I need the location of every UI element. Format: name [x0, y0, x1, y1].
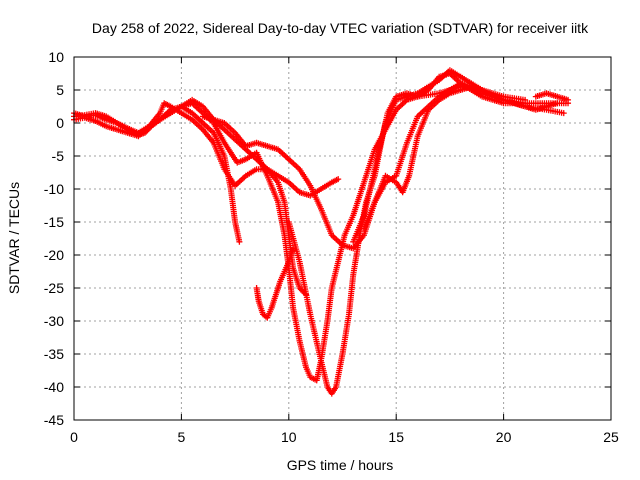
- y-tick-label: -35: [44, 346, 64, 362]
- data-point: [554, 100, 561, 107]
- y-tick-label: 5: [56, 82, 64, 98]
- plot-frame: [73, 56, 612, 421]
- series-arc-3: [71, 80, 572, 252]
- y-tick-label: 10: [48, 49, 64, 65]
- data-point: [335, 176, 342, 183]
- y-tick-label: -15: [44, 214, 64, 230]
- data-point: [565, 96, 572, 103]
- x-tick-label: 10: [281, 429, 297, 445]
- x-tick-label: 15: [388, 429, 404, 445]
- y-axis-label: SDTVAR / TECUs: [6, 182, 22, 294]
- series-arc-10: [350, 67, 529, 245]
- series-arc-9: [532, 90, 572, 103]
- y-tick-label: 0: [56, 115, 64, 131]
- data-point: [522, 96, 529, 103]
- chart-title: Day 258 of 2022, Sidereal Day-to-day VTE…: [92, 20, 589, 36]
- x-tick-label: 0: [70, 429, 78, 445]
- grid-lines: [74, 57, 611, 420]
- data-points: [71, 67, 572, 397]
- x-tick-label: 20: [496, 429, 512, 445]
- y-tick-label: -25: [44, 280, 64, 296]
- data-point: [236, 238, 243, 245]
- series-arc-5: [199, 113, 309, 298]
- y-axis-ticks: 10 5 0 -5 -10 -15 -20 -25 -30 -35 -40 -45: [44, 49, 611, 428]
- x-axis-label: GPS time / hours: [287, 457, 394, 473]
- series-arc-6: [253, 245, 297, 321]
- y-tick-label: -40: [44, 379, 64, 395]
- data-point: [560, 110, 567, 117]
- series-arc-8: [360, 83, 507, 232]
- y-tick-label: -5: [52, 148, 65, 164]
- x-tick-label: 5: [178, 429, 186, 445]
- x-tick-label: 25: [603, 429, 619, 445]
- x-axis-ticks: 0 5 10 15 20 25: [70, 57, 619, 445]
- y-tick-label: -45: [44, 412, 64, 428]
- y-tick-label: -20: [44, 247, 64, 263]
- y-tick-label: -10: [44, 181, 64, 197]
- y-tick-label: -30: [44, 313, 64, 329]
